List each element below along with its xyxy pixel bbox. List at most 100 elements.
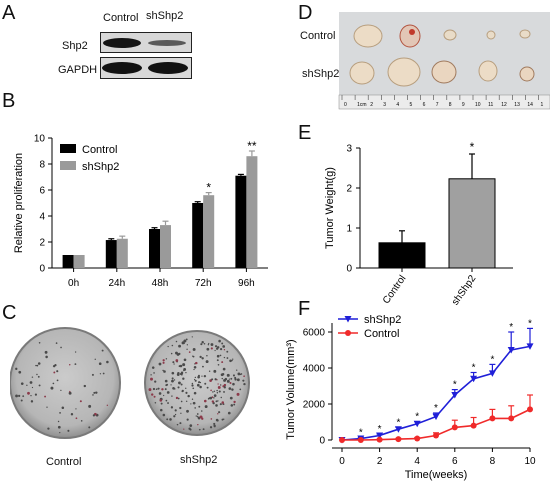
colony-shshp2-23 bbox=[217, 400, 219, 402]
colony-control-19 bbox=[106, 360, 109, 364]
colony-shshp2-118 bbox=[186, 344, 188, 346]
colony-shshp2-86 bbox=[175, 396, 179, 400]
colony-shshp2-204 bbox=[181, 372, 184, 375]
e-ytick-label-0: 0 bbox=[346, 264, 352, 275]
e-ytick-label-1: 1 bbox=[346, 224, 352, 235]
colony-shshp2-205 bbox=[176, 423, 179, 426]
colony-shshp2-126 bbox=[214, 349, 216, 352]
colony-shshp2-166 bbox=[215, 404, 218, 407]
colony-shshp2-142 bbox=[203, 374, 207, 378]
colony-control-13 bbox=[79, 400, 82, 403]
panel-label-e: E bbox=[298, 122, 312, 144]
colony-shshp2-159 bbox=[189, 424, 193, 427]
b-bar-1-2 bbox=[160, 225, 171, 268]
colony-shshp2-14 bbox=[196, 383, 200, 387]
b-ytick-label-3: 6 bbox=[39, 186, 45, 197]
f-point-0-5 bbox=[432, 413, 440, 421]
colony-shshp2-135 bbox=[222, 345, 226, 348]
colony-control-17 bbox=[61, 406, 65, 409]
panel-label-d: D bbox=[298, 2, 313, 24]
colony-shshp2-222 bbox=[213, 424, 216, 428]
colony-control-52 bbox=[80, 420, 83, 422]
f-sig-7: * bbox=[472, 363, 476, 374]
colony-shshp2-225 bbox=[188, 351, 191, 353]
colony-shshp2-195 bbox=[208, 342, 210, 345]
colony-shshp2-165 bbox=[193, 366, 197, 369]
colony-shshp2-76 bbox=[243, 375, 245, 378]
colony-shshp2-123 bbox=[165, 399, 168, 402]
f-legend-marker-0 bbox=[344, 316, 352, 323]
plate-shshp2 bbox=[144, 330, 250, 436]
colony-control-48 bbox=[93, 391, 96, 394]
colony-shshp2-173 bbox=[224, 385, 226, 388]
colony-shshp2-227 bbox=[166, 418, 169, 421]
colony-shshp2-5 bbox=[217, 363, 220, 366]
colony-control-69 bbox=[102, 372, 105, 375]
colony-shshp2-59 bbox=[171, 371, 175, 375]
colony-shshp2-252 bbox=[199, 355, 202, 359]
colony-control-31 bbox=[92, 394, 94, 396]
panel-b-chart: 0 2 4 6 8 10 Relative proliferation 0h 24h 48h 72h… bbox=[13, 134, 268, 289]
plate-label-shshp2: shShp2 bbox=[180, 454, 218, 466]
colony-shshp2-146 bbox=[201, 375, 203, 377]
f-line-0 bbox=[341, 345, 531, 441]
f-xlabel: Time(weeks) bbox=[405, 469, 468, 481]
colony-shshp2-178 bbox=[183, 339, 187, 343]
colony-shshp2-246 bbox=[229, 359, 232, 363]
colony-shshp2-51 bbox=[194, 376, 197, 379]
colony-shshp2-220 bbox=[217, 386, 221, 389]
colony-shshp2-171 bbox=[162, 359, 165, 362]
colony-shshp2-1 bbox=[214, 345, 218, 348]
colony-shshp2-109 bbox=[236, 369, 238, 371]
colony-shshp2-186 bbox=[194, 379, 197, 382]
colony-control-8 bbox=[88, 426, 91, 429]
colony-shshp2-193 bbox=[233, 403, 236, 406]
ruler-label-11: 11 bbox=[488, 102, 493, 108]
colony-shshp2-147 bbox=[197, 423, 199, 426]
colony-shshp2-15 bbox=[219, 347, 223, 351]
colony-control-63 bbox=[101, 349, 104, 352]
colony-shshp2-202 bbox=[229, 396, 233, 400]
colony-shshp2-153 bbox=[221, 361, 224, 363]
colony-shshp2-113 bbox=[198, 405, 201, 408]
b-bar-1-0 bbox=[73, 255, 85, 268]
colony-shshp2-73 bbox=[158, 362, 162, 366]
f-sig-3: * bbox=[396, 417, 400, 428]
blot-band-gapdh-control bbox=[102, 62, 142, 74]
e-bar-1 bbox=[448, 178, 496, 269]
colony-shshp2-117 bbox=[148, 388, 152, 392]
b-legend-label-1: shShp2 bbox=[82, 161, 119, 173]
colony-shshp2-235 bbox=[194, 407, 197, 409]
colony-shshp2-167 bbox=[213, 369, 217, 373]
colony-control-15 bbox=[91, 373, 94, 376]
colony-shshp2-224 bbox=[170, 384, 172, 386]
f-point-1-2 bbox=[376, 436, 383, 443]
colony-shshp2-79 bbox=[227, 411, 231, 415]
colony-shshp2-250 bbox=[179, 406, 182, 410]
colony-shshp2-249 bbox=[180, 373, 183, 376]
colony-control-66 bbox=[59, 411, 61, 414]
colony-shshp2-236 bbox=[160, 402, 163, 405]
colony-shshp2-240 bbox=[166, 391, 170, 394]
e-xtick-label-0: Control bbox=[381, 273, 409, 305]
colony-shshp2-74 bbox=[160, 408, 163, 412]
colony-shshp2-232 bbox=[198, 381, 201, 384]
colony-control-41 bbox=[44, 350, 48, 354]
colony-shshp2-158 bbox=[190, 403, 192, 405]
ruler bbox=[338, 94, 550, 110]
b-bar-0-4 bbox=[235, 175, 247, 268]
blot-image bbox=[100, 32, 192, 79]
f-point-0-3 bbox=[394, 426, 402, 433]
e-ylabel: Tumor Weight(g) bbox=[324, 167, 336, 249]
e-xtick-label-1: shShp2 bbox=[450, 273, 479, 305]
ruler-label-3: 3 bbox=[383, 102, 386, 108]
colony-shshp2-100 bbox=[216, 354, 220, 358]
colony-shshp2-85 bbox=[191, 398, 194, 400]
colony-control-2 bbox=[36, 364, 39, 367]
f-sig-9: * bbox=[509, 322, 513, 333]
colony-shshp2-41 bbox=[243, 382, 246, 386]
colony-shshp2-87 bbox=[202, 428, 205, 431]
f-point-1-3 bbox=[395, 436, 402, 443]
colony-shshp2-11 bbox=[229, 382, 232, 385]
colony-shshp2-83 bbox=[215, 400, 218, 403]
